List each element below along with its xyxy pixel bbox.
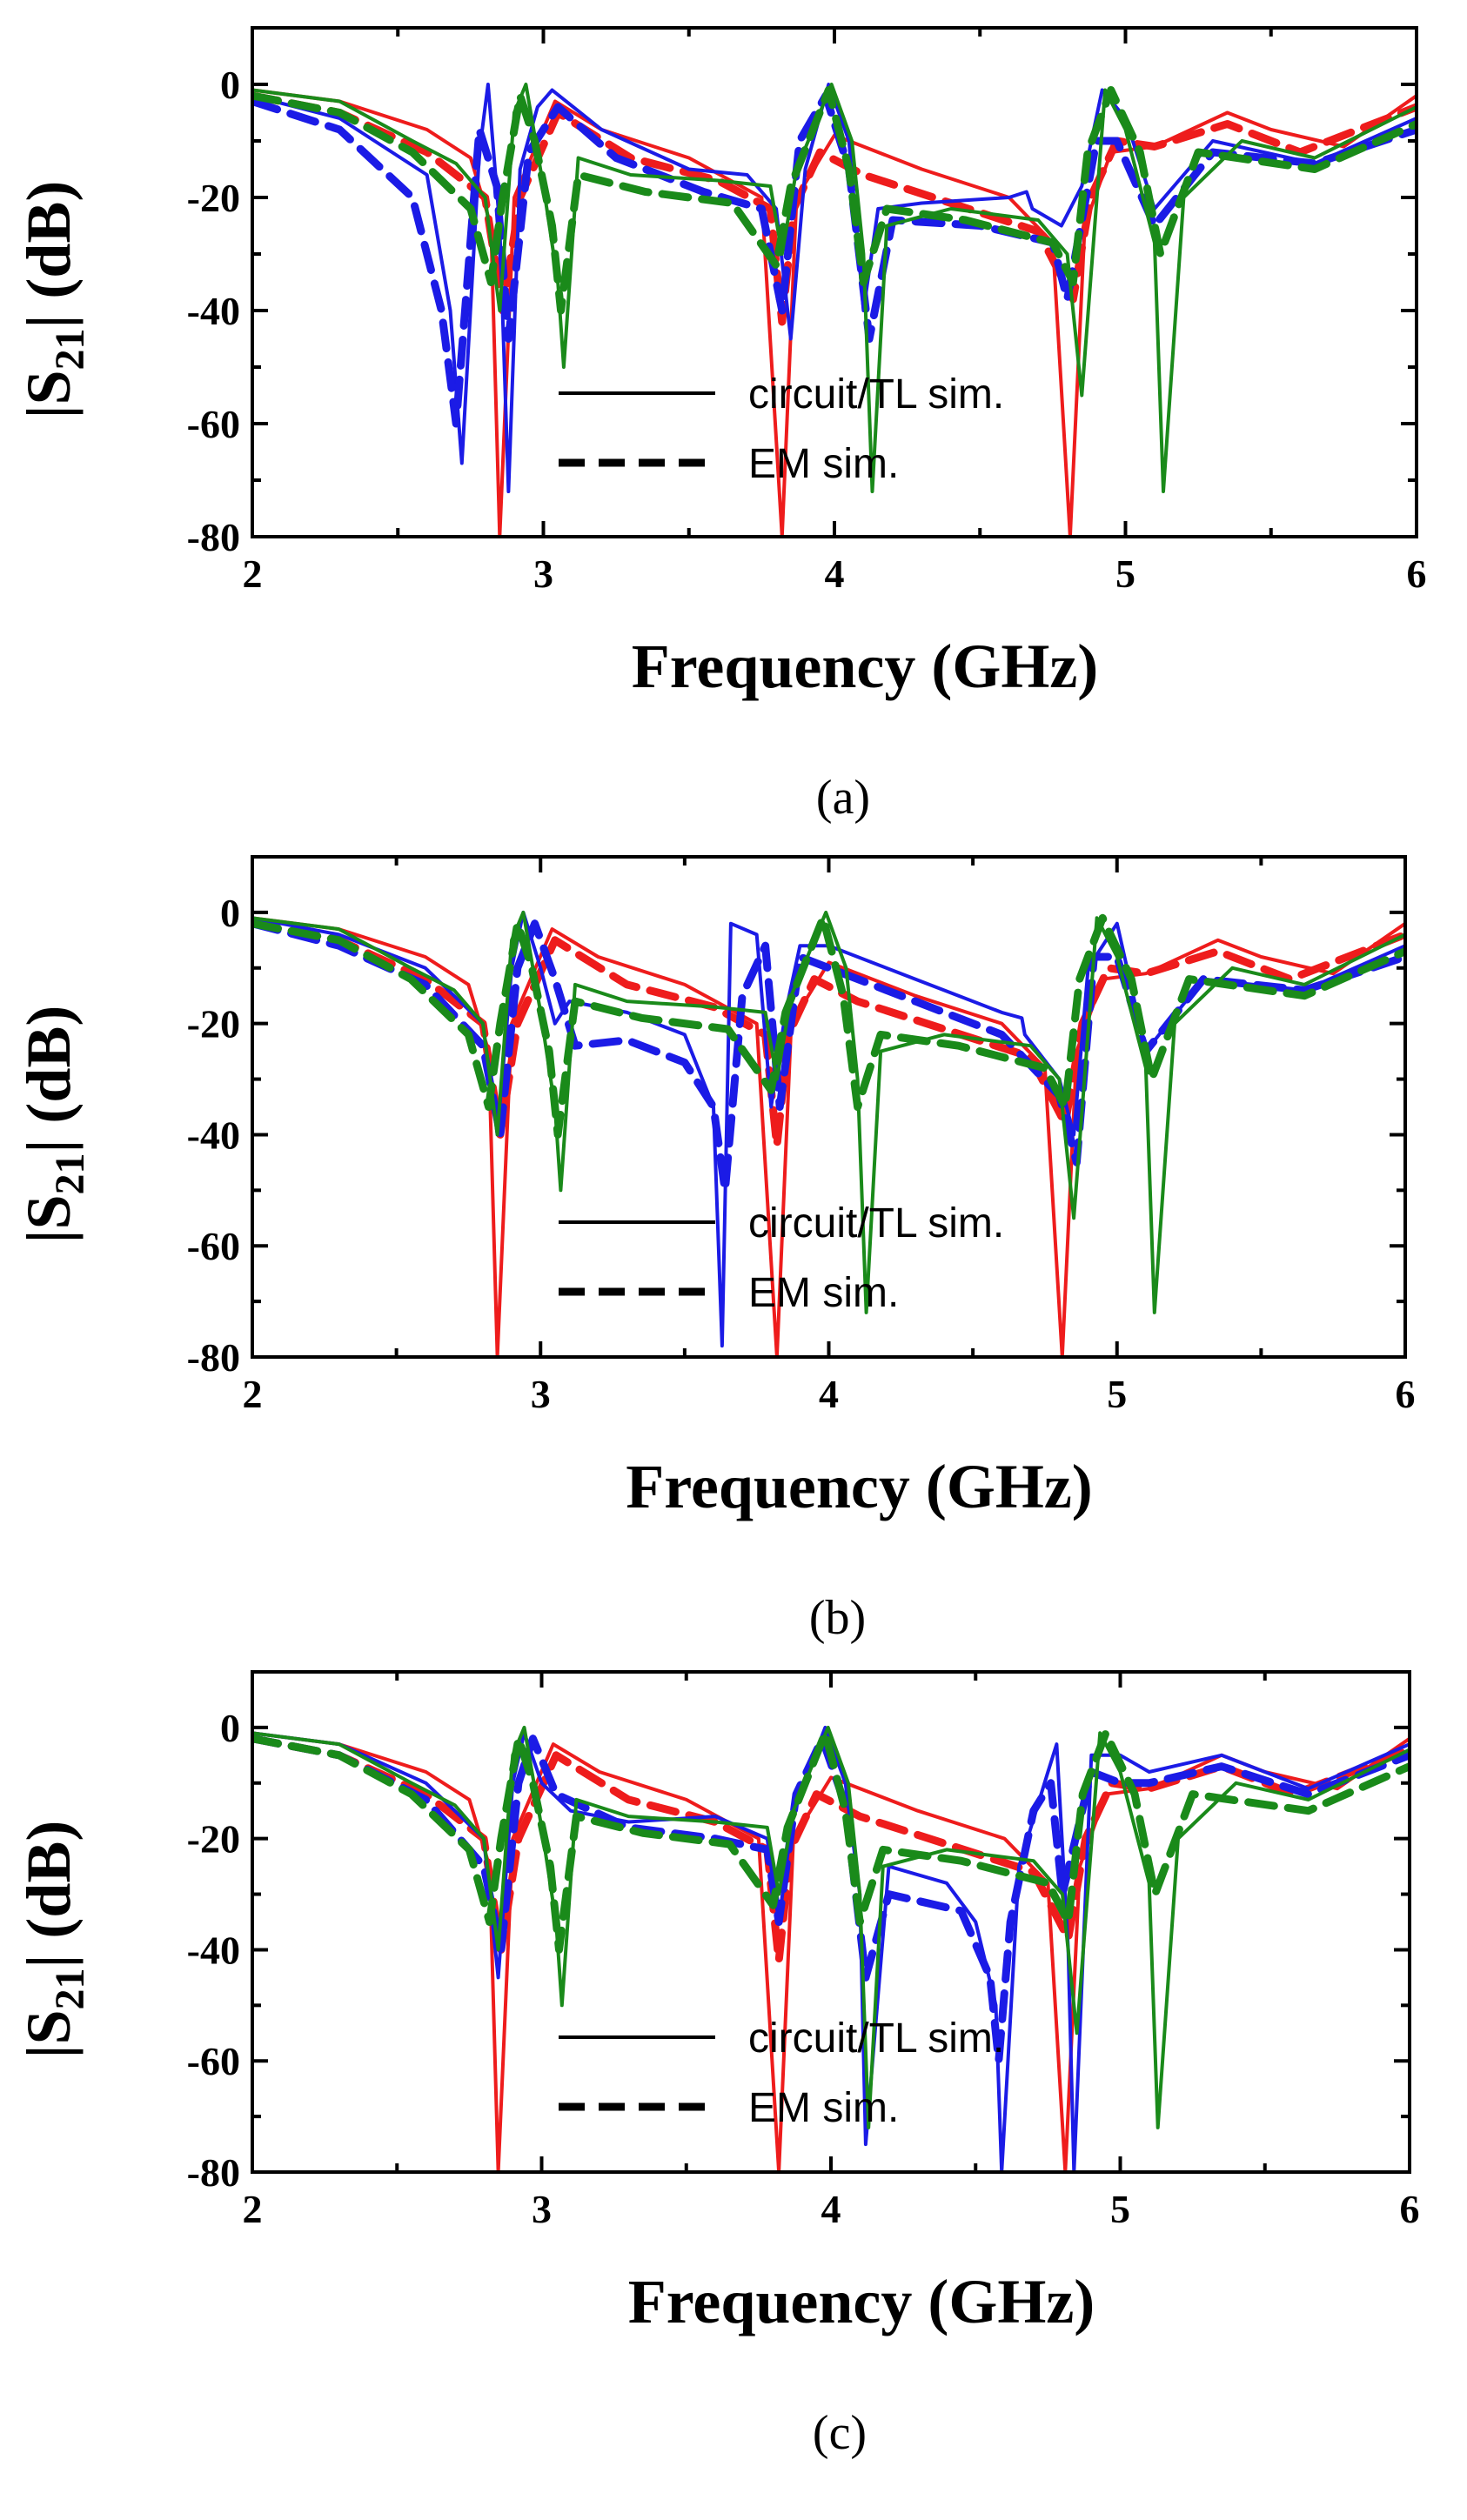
x-tick-label: 3 <box>532 2187 552 2231</box>
y-axis-label: |S21| (dB) <box>14 1006 93 1244</box>
y-tick-label: -40 <box>187 1113 240 1157</box>
panel-label: (c) <box>813 2406 867 2460</box>
legend-label-em: EM sim. <box>748 1270 899 1316</box>
y-tick-label: -20 <box>187 176 240 220</box>
legend-label-em: EM sim. <box>748 441 899 487</box>
legend-label-circuit: circuit/TL sim. <box>748 1200 1004 1247</box>
series-green-solid <box>252 83 1417 493</box>
x-tick-label: 4 <box>821 2187 841 2231</box>
legend-label-em: EM sim. <box>748 2085 899 2131</box>
series-group <box>252 83 1417 537</box>
series-group <box>252 1725 1410 2172</box>
y-tick-label: -80 <box>187 2150 240 2195</box>
y-axis-label-main: |S <box>14 1194 84 1243</box>
x-axis-label: Frequency (GHz) <box>632 632 1099 701</box>
series-blue-solid <box>252 83 1417 493</box>
y-axis-label-tail: | (dB) <box>14 181 84 329</box>
y-tick-label: 0 <box>220 1706 240 1750</box>
x-tick-label: 5 <box>1107 1372 1127 1416</box>
x-tick-label: 3 <box>531 1372 551 1416</box>
legend-label-circuit: circuit/TL sim. <box>748 371 1004 418</box>
panel-label: (b) <box>809 1591 866 1645</box>
x-tick-label: 3 <box>533 551 553 596</box>
y-tick-label: -80 <box>187 515 240 559</box>
series-blue-solid <box>252 910 1405 1348</box>
y-axis-label-main: |S <box>14 370 84 418</box>
x-tick-label: 2 <box>243 551 263 596</box>
chart-panel-a: 2 3 4 5 6 0 -20 -40 -60 -80 circuit/TL sim. EM sim.… <box>14 26 1427 825</box>
y-tick-label: -40 <box>187 1928 240 1972</box>
x-axis-label: Frequency (GHz) <box>626 1452 1093 1521</box>
y-tick-label: -20 <box>187 1817 240 1862</box>
series-blue-dashed <box>252 919 1405 1194</box>
y-axis-label-sub: 21 <box>47 1968 93 2009</box>
legend-label-circuit: circuit/TL sim. <box>748 2015 1004 2062</box>
series-green-dashed <box>252 1728 1410 1954</box>
y-tick-label: -20 <box>187 1002 240 1046</box>
series-blue-dashed <box>252 1735 1410 2065</box>
chart-panel-b: 2 3 4 5 6 0 -20 -40 -60 -80 circuit/TL sim. EM sim.… <box>14 855 1416 1645</box>
x-tick-label: 4 <box>825 551 845 596</box>
y-axis-label-tail: | (dB) <box>14 1006 84 1153</box>
x-tick-label: 5 <box>1115 551 1135 596</box>
series-blue-dashed <box>252 91 1417 428</box>
x-tick-label: 6 <box>1396 1372 1416 1416</box>
y-tick-label: 0 <box>220 891 240 935</box>
x-axis-label: Frequency (GHz) <box>628 2267 1095 2336</box>
panel-label: (a) <box>816 771 870 825</box>
x-tick-label: 2 <box>243 2187 263 2231</box>
y-tick-label: -60 <box>187 2039 240 2083</box>
series-group <box>252 910 1405 1357</box>
y-axis-label-sub: 21 <box>47 328 93 370</box>
x-tick-label: 2 <box>243 1372 263 1416</box>
series-green-dashed <box>252 913 1405 1139</box>
y-axis-label: |S21| (dB) <box>14 181 93 419</box>
x-tick-label: 4 <box>819 1372 839 1416</box>
y-tick-label: 0 <box>220 63 240 107</box>
y-tick-label: -40 <box>187 289 240 333</box>
series-green-dashed <box>252 86 1417 315</box>
y-axis-label-tail: | (dB) <box>14 1821 84 1969</box>
y-tick-label: -60 <box>187 402 240 446</box>
x-tick-label: 6 <box>1407 551 1427 596</box>
x-tick-label: 5 <box>1110 2187 1130 2231</box>
series-green-solid <box>252 1725 1410 2129</box>
series-green-solid <box>252 910 1405 1314</box>
y-tick-label: -80 <box>187 1335 240 1380</box>
y-axis-label: |S21| (dB) <box>14 1821 93 2059</box>
y-tick-label: -60 <box>187 1224 240 1268</box>
chart-panel-c: 2 3 4 5 6 0 -20 -40 -60 -80 circuit/TL sim. EM sim.… <box>14 1670 1420 2460</box>
y-axis-label-main: |S <box>14 2009 84 2058</box>
x-tick-label: 6 <box>1400 2187 1420 2231</box>
y-axis-label-sub: 21 <box>47 1153 93 1194</box>
